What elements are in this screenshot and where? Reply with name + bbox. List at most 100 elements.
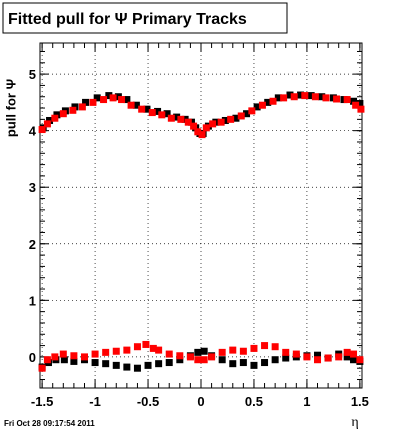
data-point [91,350,99,358]
data-point [343,353,351,361]
y-tick-label: 1 [29,293,36,308]
data-point [324,354,332,362]
data-point [43,356,51,364]
data-point [209,120,217,128]
tick-labels: -1.5 -1 -0.5 0 0.5 1 1.5 0 1 2 3 4 5 [29,67,369,409]
title-box [2,2,288,34]
data-point [194,128,202,136]
data-point [176,352,184,360]
data-point [286,91,294,99]
data-point [333,95,341,103]
x-tick-label: 0 [197,394,204,409]
data-point [123,346,131,354]
data-point [261,359,269,367]
data-point [133,343,141,351]
data-point [200,356,208,364]
data-point [237,112,245,120]
data-point [314,356,322,364]
axis-ticks [40,43,362,388]
data-point [123,363,131,371]
y-axis-label: pull for Ψ [3,79,18,137]
data-point [59,110,67,118]
data-point [69,106,77,114]
chart-title: Fitted pull for Ψ Primary Tracks [8,11,247,28]
timestamp: Fri Oct 28 09:17:54 2011 [4,419,95,428]
data-point [155,346,163,354]
data-point [218,356,226,364]
data-point [91,359,99,367]
data-point [343,348,351,356]
data-point [112,347,120,355]
data-point [105,92,113,100]
data-point [311,93,319,101]
data-point [290,93,298,101]
data-point [165,359,173,367]
data-point [280,94,288,102]
data-point [177,115,185,123]
data-point [100,96,108,104]
data-point [138,105,146,113]
data-point [356,100,364,108]
data-point [59,350,67,358]
data-point [352,101,360,109]
data-point [184,118,192,126]
data-point [38,364,46,372]
x-axis-label: η [351,415,358,430]
data-point [202,124,210,132]
data-point [70,357,78,365]
data-point [208,353,216,361]
data-point [250,344,258,352]
data-point [190,122,198,130]
data-point [142,340,150,348]
data-point [271,356,279,364]
data-point [292,350,300,358]
data-point [167,114,175,122]
data-point [232,114,240,122]
data-point [250,361,258,369]
data-point [78,103,86,111]
data-point [356,356,364,364]
y-tick-label: 0 [29,350,36,365]
data-point [248,107,256,115]
data-point [143,105,151,113]
data-point [176,356,184,364]
data-point [229,346,237,354]
data-point [357,105,365,113]
data-point [89,98,97,106]
data-point [258,101,266,109]
data-point [149,344,157,352]
x-tick-label: -1 [89,394,101,409]
data-point [243,110,251,118]
data-point [155,360,163,368]
data-point [194,356,202,364]
data-point [282,354,290,362]
data-point [133,364,141,372]
data-point [38,126,46,134]
data-point [271,343,279,351]
data-point [60,356,68,364]
data-point [112,361,120,369]
x-tick-label: 0.5 [245,394,263,409]
data-point [264,98,272,106]
data-point [165,350,173,358]
x-tick-label: -0.5 [137,394,159,409]
data-point [307,92,315,100]
data-point [350,350,358,358]
y-tick-label: 4 [29,124,37,139]
data-point [51,353,59,361]
data-point [274,94,282,102]
data-point [221,116,229,124]
y-tick-label: 2 [29,237,36,252]
data-point [194,348,202,356]
data-point [173,113,181,121]
data-point [297,91,305,99]
data-point [43,120,51,128]
data-point [261,342,269,350]
data-point [109,94,117,102]
y-tick-label: 5 [29,67,36,82]
data-point [322,94,330,102]
data-point [217,118,225,126]
data-point [200,347,208,355]
data-point [148,109,156,117]
